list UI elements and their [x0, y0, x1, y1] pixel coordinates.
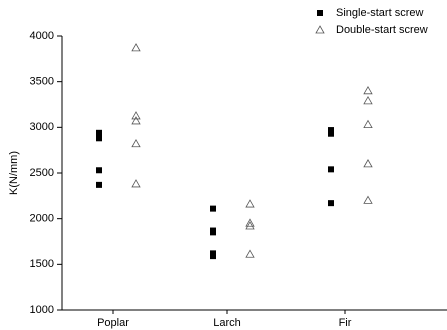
y-tick-label: 3000 [30, 121, 54, 133]
single-start-point [210, 253, 216, 260]
single-start-point [328, 130, 334, 137]
legend-label: Single-start screw [336, 7, 423, 19]
double-start-point [363, 119, 373, 128]
y-axis-label: K(N/mm) [8, 151, 20, 195]
double-start-point [315, 25, 325, 34]
single-start-point [328, 166, 334, 173]
y-tick-label: 2000 [30, 213, 54, 225]
double-start-point [131, 111, 141, 120]
double-start-point [131, 179, 141, 188]
double-start-point [245, 249, 255, 258]
double-start-point [363, 85, 373, 95]
legend-label: Double-start screw [336, 24, 428, 36]
double-start-point [131, 138, 141, 148]
x-tick-label: Poplar [97, 317, 129, 329]
double-start-point [245, 218, 255, 227]
y-tick-label: 2500 [30, 167, 54, 179]
double-start-point [245, 199, 255, 208]
single-start-point [210, 229, 216, 236]
double-start-point [131, 43, 141, 52]
x-tick-label: Larch [213, 317, 241, 329]
double-start-point [131, 116, 141, 125]
double-start-point [363, 96, 373, 105]
x-tick-label: Fir [339, 317, 352, 329]
single-start-point [328, 127, 334, 134]
double-start-point [245, 221, 255, 230]
single-start-point [210, 205, 216, 212]
double-start-point [363, 159, 373, 168]
y-tick-label: 4000 [30, 30, 54, 42]
double-start-point [363, 195, 373, 204]
y-tick-label: 3500 [30, 76, 54, 88]
y-tick-label: 1000 [30, 304, 54, 316]
single-start-point [328, 200, 334, 207]
y-tick-label: 1500 [30, 258, 54, 270]
single-start-point [317, 10, 323, 16]
single-start-point [96, 181, 102, 188]
single-start-point [96, 135, 102, 142]
single-start-point [96, 167, 102, 174]
single-start-point [96, 129, 102, 136]
